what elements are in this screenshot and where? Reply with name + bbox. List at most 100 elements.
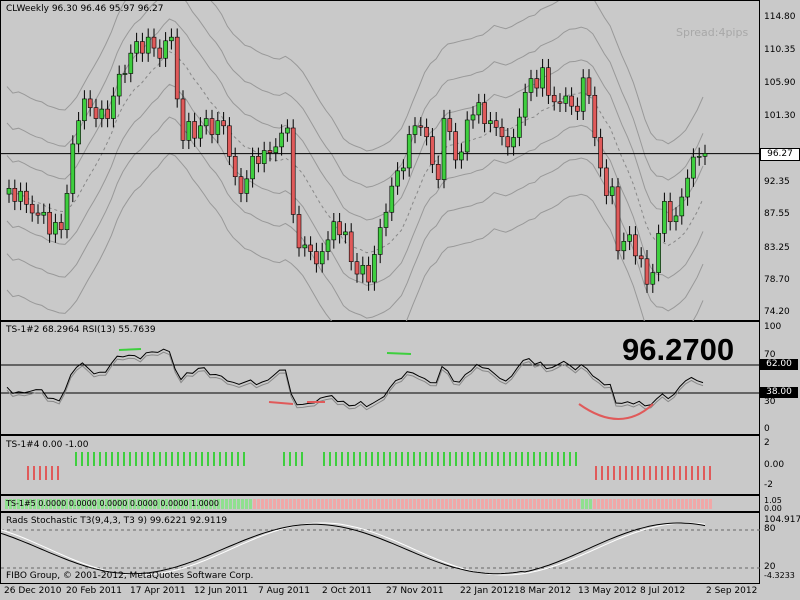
ts5-cell	[561, 499, 564, 509]
candle-body	[238, 176, 244, 194]
ts5-cell	[577, 499, 580, 509]
ts4-bar-up	[413, 452, 415, 466]
date-label: 26 Dec 2010	[4, 586, 62, 596]
ts4-bar-up	[347, 452, 349, 466]
candle-body	[273, 146, 279, 153]
candle-body	[285, 127, 290, 134]
price-pane[interactable]	[0, 0, 761, 322]
candle-body	[169, 36, 174, 42]
candle-body	[279, 132, 284, 148]
ts5-cell	[701, 499, 704, 509]
ts5-cell	[37, 499, 40, 509]
ts4-bar-up	[443, 452, 445, 466]
price-tick: 92.35	[764, 177, 790, 187]
candle-body	[476, 102, 482, 116]
candle-body	[470, 114, 476, 121]
envelope-band	[6, 18, 704, 221]
ts5-pane[interactable]	[0, 495, 760, 512]
ts5-cell	[277, 499, 280, 509]
ts5-cell	[365, 499, 368, 509]
candle-body	[105, 108, 110, 119]
ts5-strip	[5, 499, 712, 509]
candle-body	[87, 98, 93, 108]
date-label: 22 Jan 2012	[460, 586, 514, 596]
candle-body	[395, 170, 400, 187]
candle-body	[505, 136, 511, 148]
candle-body	[290, 127, 296, 215]
ts5-cell	[161, 499, 164, 509]
rsi-low-mark	[268, 401, 325, 405]
ts4-bar-up	[563, 452, 565, 466]
ts5-cell	[661, 499, 664, 509]
candle-body	[696, 156, 702, 158]
price-tick: 78.70	[764, 275, 790, 285]
ts4-tick-0: 0.00	[764, 460, 785, 470]
candle-body	[325, 239, 331, 252]
ts4-bar-up	[515, 452, 517, 466]
candle-body	[82, 98, 87, 122]
ts4-bar-up	[171, 452, 173, 466]
ts5-cell	[77, 499, 80, 509]
ts4-bar-up	[419, 452, 421, 466]
ts4-bar-up	[509, 452, 511, 466]
ts5-cell	[513, 499, 516, 509]
candle-body	[586, 77, 592, 96]
candle-body	[528, 78, 534, 93]
ts5-cell	[681, 499, 684, 509]
ts5-cell	[709, 499, 712, 509]
ts4-bar-up	[545, 452, 547, 466]
ts4-bar-up	[359, 452, 361, 466]
ts5-cell	[157, 499, 160, 509]
ts4-bar-up	[473, 452, 475, 466]
ts5-cell	[589, 499, 592, 509]
ts4-bar-up	[283, 452, 285, 466]
ts4-bar-up	[117, 452, 119, 466]
candle-body	[18, 190, 23, 202]
ts5-cell	[417, 499, 420, 509]
ts5-cell	[253, 499, 256, 509]
candle-body	[64, 193, 70, 231]
candle-body	[598, 137, 603, 169]
date-label: 13 May 2012	[578, 586, 637, 596]
candle-body	[354, 261, 360, 275]
ts4-pane[interactable]	[0, 435, 760, 495]
ts5-cell	[137, 499, 140, 509]
symbol-title: CLWeekly 96.30 96.46 95.97 96.27	[6, 4, 164, 14]
ts4-bar-down	[661, 466, 663, 480]
rsi-pane[interactable]	[0, 321, 761, 435]
price-tick: 114.80	[764, 12, 796, 22]
ts5-cell	[493, 499, 496, 509]
ts5-cell	[25, 499, 28, 509]
candle-body	[551, 94, 557, 103]
candle-body	[308, 244, 313, 252]
ts4-bar-down	[667, 466, 669, 480]
ts5-cell	[65, 499, 68, 509]
ts5-cell	[509, 499, 512, 509]
candle-body	[128, 52, 134, 74]
candle-body	[180, 98, 186, 141]
ts4-bar-up	[301, 452, 303, 466]
ts5-cell	[61, 499, 64, 509]
ts5-cell	[293, 499, 296, 509]
ts5-cell	[641, 499, 644, 509]
ts5-cell	[257, 499, 260, 509]
big-price-display: 96.2700	[622, 332, 735, 367]
candle-body	[575, 105, 580, 112]
ts5-cell	[633, 499, 636, 509]
ts4-bar-up	[177, 452, 179, 466]
candle-body	[267, 150, 273, 153]
ts4-bar-up	[189, 452, 191, 466]
ts5-cell	[497, 499, 500, 509]
stochastic-pane[interactable]	[0, 512, 761, 584]
ts4-bar-up	[503, 452, 505, 466]
ts5-cell	[601, 499, 604, 509]
ts5-cell	[489, 499, 492, 509]
ts4-bar-down	[57, 466, 59, 480]
candle-body	[192, 121, 197, 139]
ts5-cell	[525, 499, 528, 509]
ts4-bar-up	[371, 452, 373, 466]
candle-body	[453, 131, 458, 161]
candle-body	[53, 222, 58, 235]
rsi-chart	[1, 348, 761, 420]
ts4-bar-up	[569, 452, 571, 466]
